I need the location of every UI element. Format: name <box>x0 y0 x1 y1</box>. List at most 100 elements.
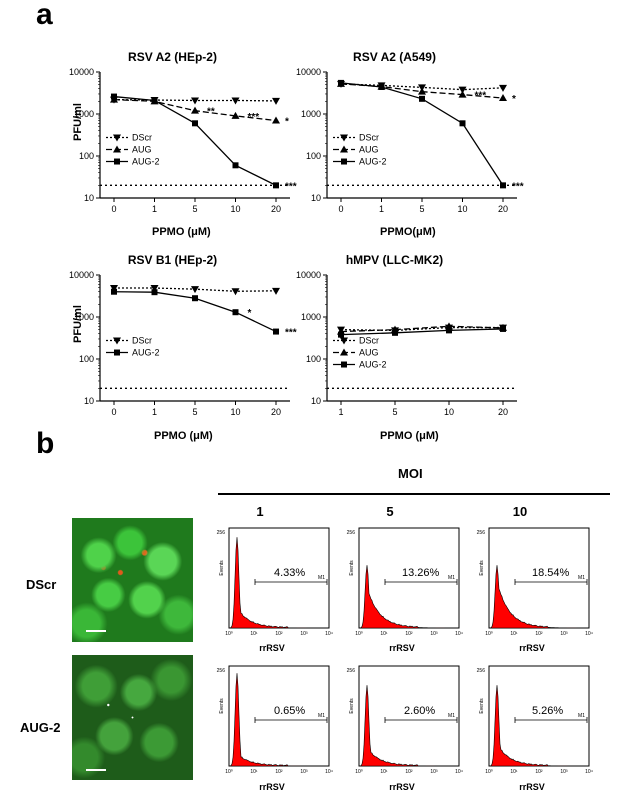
chart-title: RSV A2 (HEp-2) <box>128 50 217 64</box>
histogram-x-tick: 10³ <box>560 631 568 637</box>
row-label-aug2: AUG-2 <box>20 720 61 735</box>
data-point <box>232 309 239 316</box>
histogram-fill <box>228 673 330 767</box>
x-axis-label: PPMO (μM) <box>152 226 211 238</box>
percent-label: 4.33% <box>274 567 306 579</box>
histogram-y-label: Events <box>349 698 355 714</box>
data-point <box>113 145 121 153</box>
histogram-x-tick: 10³ <box>560 769 568 775</box>
y-tick-label: 100 <box>306 354 321 364</box>
histogram-x-tick: 10¹ <box>380 631 388 637</box>
chart-title: RSV B1 (HEp-2) <box>127 253 218 267</box>
chart-title: hMPV (LLC-MK2) <box>345 253 444 267</box>
data-point <box>341 158 347 165</box>
histogram-y-max: 256 <box>477 530 486 536</box>
data-point <box>273 182 279 189</box>
histogram-x-tick: 10⁰ <box>225 769 233 775</box>
data-point <box>231 111 240 119</box>
scale-bar <box>86 769 106 771</box>
data-point <box>113 337 121 345</box>
gate-label: M1 <box>578 575 585 581</box>
moi-header: MOI <box>398 466 423 481</box>
percent-label: 13.26% <box>402 567 440 579</box>
gate-label: M1 <box>318 713 325 719</box>
flow-histogram: 256 Events 10⁰ 10¹ 10² 10³ 10⁴ M1 <box>347 665 463 775</box>
x-tick-label: 0 <box>338 204 343 214</box>
histogram-y-label: Events <box>349 560 355 576</box>
flow-histogram: 256 Events 10⁰ 10¹ 10² 10³ 10⁴ M1 <box>347 527 463 637</box>
x-tick-label: 10 <box>230 407 240 417</box>
x-tick-label: 0 <box>111 407 116 417</box>
gate-label: M1 <box>448 713 455 719</box>
row-label-dscr: DScr <box>26 577 57 592</box>
data-point <box>341 361 347 368</box>
legend-label: AUG-2 <box>359 157 387 167</box>
histogram-x-tick: 10¹ <box>250 769 258 775</box>
data-point <box>418 87 426 95</box>
data-point <box>111 93 117 100</box>
histogram-x-tick: 10² <box>535 631 543 637</box>
scale-bar <box>86 630 106 632</box>
significance-marker: ** <box>207 107 215 118</box>
x-tick-label: 10 <box>230 204 240 214</box>
histogram-x-tick: 10² <box>275 769 283 775</box>
significance-marker: *** <box>512 181 524 192</box>
x-axis-label: PPMO (μM) <box>154 430 213 442</box>
y-tick-label: 10 <box>311 396 321 406</box>
data-point <box>110 285 118 293</box>
histogram-y-label: Events <box>219 560 225 576</box>
legend-label: DScr <box>132 133 152 143</box>
chart-plot: 10 100 1000 10000 1 5 10 20 DScr AUG AUG-2 <box>296 270 517 417</box>
data-point <box>191 97 199 105</box>
legend-label: AUG <box>359 348 379 358</box>
histogram-x-tick: 10⁰ <box>355 769 363 775</box>
histogram-x-tick: 10³ <box>430 631 438 637</box>
x-tick-label: 5 <box>192 407 197 417</box>
histogram-y-label: Events <box>479 560 485 576</box>
x-tick-label: 20 <box>498 407 508 417</box>
histogram-x-tick: 10¹ <box>380 769 388 775</box>
flow-histogram: 256 Events 10⁰ 10¹ 10² 10³ 10⁴ M1 <box>217 665 333 775</box>
flow-histogram: 256 Events 10⁰ 10¹ 10² 10³ 10⁴ M1 <box>477 665 593 775</box>
gate-label: M1 <box>448 575 455 581</box>
data-point <box>340 145 348 153</box>
histogram-x-tick: 10⁴ <box>455 769 463 775</box>
histogram-x-tick: 10² <box>275 631 283 637</box>
histogram-x-tick: 10⁰ <box>485 769 493 775</box>
fluorescence-micrograph-dscr <box>72 518 193 642</box>
histogram-fill <box>488 565 590 629</box>
series-line <box>340 328 504 336</box>
data-point <box>458 90 467 98</box>
data-point <box>499 84 507 92</box>
x-tick-label: 0 <box>111 204 116 214</box>
panel-b-letter: b <box>36 427 55 460</box>
y-tick-label: 1000 <box>74 109 94 119</box>
histogram-x-label: rrRSV <box>259 782 285 792</box>
data-point <box>340 348 348 356</box>
histogram-x-label: rrRSV <box>519 643 545 653</box>
histogram-x-tick: 10⁴ <box>585 631 593 637</box>
series-line <box>340 325 504 333</box>
histogram-x-tick: 10² <box>405 769 413 775</box>
y-tick-label: 10000 <box>296 270 321 280</box>
x-axis-label: PPMO (μM) <box>380 430 439 442</box>
moi-column-label: 10 <box>512 504 528 519</box>
x-tick-label: 1 <box>338 407 343 417</box>
histogram-y-label: Events <box>219 698 225 714</box>
flow-histogram: 256 Events 10⁰ 10¹ 10² 10³ 10⁴ M1 <box>477 527 593 637</box>
data-point <box>191 286 199 294</box>
x-axis-label: PPMO(μM) <box>380 226 436 238</box>
data-point <box>340 337 348 345</box>
histogram-x-tick: 10¹ <box>250 631 258 637</box>
data-point <box>192 120 198 127</box>
histogram-y-max: 256 <box>217 530 226 536</box>
histogram-x-tick: 10⁰ <box>225 631 233 637</box>
x-tick-label: 1 <box>379 204 384 214</box>
y-tick-label: 10 <box>84 193 94 203</box>
histogram-y-label: Events <box>479 698 485 714</box>
data-point <box>231 288 240 296</box>
data-point <box>458 86 467 94</box>
histogram-y-max: 256 <box>217 668 226 674</box>
